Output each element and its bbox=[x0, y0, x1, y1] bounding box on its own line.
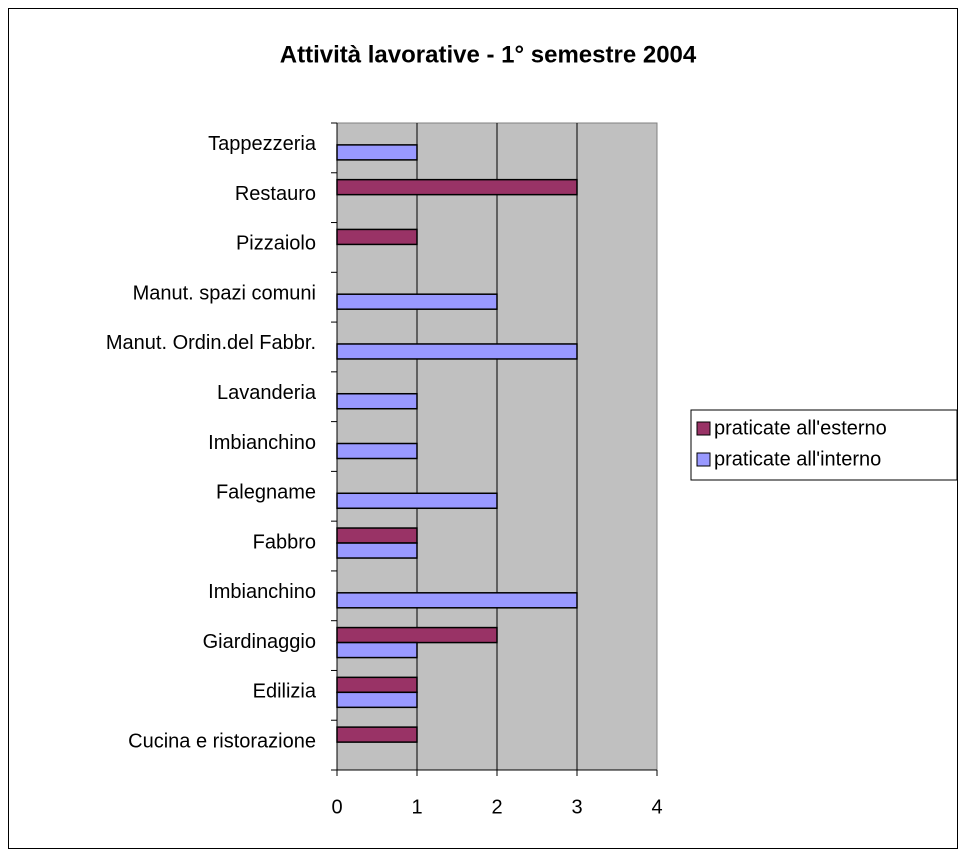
y-tick-label: Edilizia bbox=[253, 681, 317, 703]
y-tick-label: Tappezzeria bbox=[208, 133, 317, 155]
bar bbox=[336, 343, 578, 360]
bar bbox=[336, 492, 498, 510]
bar bbox=[336, 178, 578, 196]
y-tick-label: Falegname bbox=[216, 482, 316, 504]
bar bbox=[336, 293, 498, 310]
x-tick-label: 2 bbox=[491, 796, 502, 818]
y-tick-label: Fabbro bbox=[253, 531, 316, 553]
bar bbox=[336, 592, 578, 609]
y-tick-label: Imbianchino bbox=[208, 432, 316, 454]
bar bbox=[336, 626, 498, 644]
bar bbox=[336, 676, 418, 694]
legend-box bbox=[690, 409, 958, 481]
x-tick-label: 4 bbox=[651, 796, 662, 818]
y-tick-label: Manut. Ordin.del Fabbr. bbox=[106, 332, 316, 354]
bar bbox=[336, 641, 418, 659]
chart-title: Attività lavorative - 1° semestre 2004 bbox=[280, 41, 697, 68]
legend-swatch bbox=[696, 452, 711, 467]
bar bbox=[336, 726, 418, 743]
bar bbox=[336, 228, 418, 246]
bar bbox=[336, 144, 418, 161]
bar bbox=[336, 527, 418, 544]
y-tick-label: Restauro bbox=[235, 183, 316, 205]
legend-label: praticate all'esterno bbox=[714, 417, 887, 439]
bar bbox=[336, 691, 418, 709]
bar bbox=[336, 542, 418, 559]
x-tick-label: 0 bbox=[331, 796, 342, 818]
bar bbox=[336, 442, 418, 460]
x-tick-label: 3 bbox=[571, 796, 582, 818]
y-tick-label: Giardinaggio bbox=[203, 631, 316, 653]
y-tick-label: Pizzaiolo bbox=[236, 233, 316, 255]
y-tick-label: Manut. spazi comuni bbox=[133, 282, 316, 304]
legend-swatch bbox=[696, 421, 711, 436]
x-tick-label: 1 bbox=[411, 796, 422, 818]
y-tick-label: Imbianchino bbox=[208, 581, 316, 603]
legend-label: praticate all'interno bbox=[714, 448, 881, 470]
y-tick-label: Cucina e ristorazione bbox=[128, 730, 316, 752]
y-tick-label: Lavanderia bbox=[217, 382, 317, 404]
bar bbox=[336, 392, 418, 410]
